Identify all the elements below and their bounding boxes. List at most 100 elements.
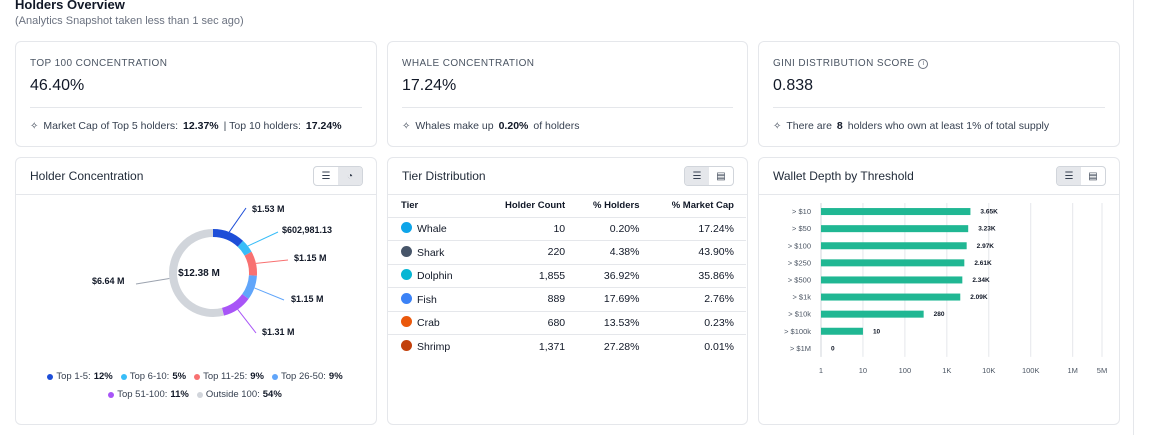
footnote-text: There are (786, 120, 832, 132)
gini-score-card: GINI DISTRIBUTION SCORE i 0.838 ✧ There … (758, 41, 1120, 147)
slice-value-label: $1.31 M (262, 327, 295, 337)
large-holder-count: 8 (836, 120, 843, 132)
donut-slice[interactable] (212, 229, 244, 247)
legend-value: 54% (262, 389, 282, 400)
y-tick-label: > $100 (788, 241, 811, 250)
top100-label: TOP 100 CONCENTRATION (30, 58, 168, 69)
legend-label: Top 26-50: (281, 371, 326, 382)
table-row: Whale 10 0.20% 17.24% (388, 216, 746, 241)
y-tick-label: > $50 (792, 224, 811, 233)
legend-item[interactable]: Top 1-5: 12% (47, 371, 113, 382)
crab-icon (401, 316, 412, 328)
shark-icon (401, 245, 412, 257)
footnote-text: Market Cap of Top 5 holders: (43, 120, 179, 132)
shrimp-icon (401, 340, 412, 351)
callout-line (255, 259, 289, 264)
donut-slice[interactable] (169, 229, 224, 317)
legend-item[interactable]: Top 51-100: 11% (108, 389, 189, 400)
tier-cell: Whale (388, 216, 486, 241)
y-tick-label: > $1M (790, 344, 811, 353)
tier-cell: Crab (388, 310, 486, 335)
callout-line (237, 309, 257, 334)
donut-slice[interactable] (237, 240, 252, 256)
tier-cell: Shrimp (388, 334, 486, 358)
list-view-icon[interactable]: ☰ (1057, 167, 1081, 185)
legend-item[interactable]: Outside 100: 54% (196, 389, 282, 400)
slice-value-label: $1.15 M (294, 253, 327, 263)
bar[interactable] (821, 225, 969, 233)
bar[interactable] (821, 208, 971, 216)
whale-icon (401, 222, 412, 234)
x-tick-label: 5M (1097, 366, 1107, 375)
legend-label: Top 51-100: (117, 389, 168, 400)
y-tick-label: > $100k (784, 327, 811, 336)
holder-count-cell: 1,855 (485, 263, 578, 288)
slice-value-label: $602,981.13 (282, 225, 332, 235)
legend-item[interactable]: Top 26-50: 9% (272, 371, 343, 382)
table-row: Fish 889 17.69% 2.76% (388, 287, 746, 311)
legend-value: 5% (172, 371, 187, 382)
column-header[interactable]: Tier (401, 200, 419, 212)
legend-label: Top 1-5: (56, 371, 91, 382)
pie-view-icon[interactable]: ◔ (338, 167, 362, 185)
list-view-icon[interactable]: ☰ (685, 167, 709, 185)
table-header-row: Tier Holder Count % Holders % Market Cap (388, 195, 746, 217)
legend-item[interactable]: Top 6-10: 5% (120, 371, 187, 382)
column-header[interactable]: % Market Cap (671, 200, 734, 212)
table-row: Dolphin 1,855 36.92% 35.86% (388, 263, 746, 288)
list-view-icon[interactable]: ☰ (321, 170, 331, 182)
bar[interactable] (821, 242, 967, 250)
footnote-text: | Top 10 holders: (223, 120, 301, 132)
info-icon[interactable]: i (918, 58, 929, 69)
legend-item[interactable]: Top 11-25: 9% (194, 371, 264, 382)
table-row: Shrimp 1,371 27.28% 0.01% (388, 334, 746, 358)
bar-view-icon[interactable]: ▤ (716, 170, 726, 182)
donut-slice[interactable] (244, 251, 257, 276)
callout-line (228, 207, 247, 233)
holder-count-cell: 889 (485, 287, 578, 311)
table-row: Shark 220 4.38% 43.90% (388, 240, 746, 264)
x-tick-label: 100 (899, 366, 912, 375)
tier-table: Tier Holder Count % Holders % Market Cap… (388, 195, 746, 358)
divider (773, 107, 1105, 108)
tier-cell: Fish (388, 287, 486, 311)
x-tick-label: 1K (942, 366, 951, 375)
sparkle-icon: ✧ (773, 120, 782, 132)
holders-percent-cell: 17.69% (577, 287, 652, 311)
bar[interactable] (821, 327, 863, 335)
chart-legend: Top 51-100: 11% Outside 100: 54% (16, 389, 374, 400)
slice-value-label: $1.53 M (252, 204, 285, 214)
x-tick-label: 1M (1067, 366, 1077, 375)
bar-view-icon[interactable]: ▤ (1088, 170, 1098, 182)
holder-count-cell: 1,371 (485, 334, 578, 358)
tier-name: Fish (417, 293, 437, 306)
bar[interactable] (821, 259, 965, 267)
slice-value-label: $6.64 M (92, 276, 125, 286)
legend-label: Top 6-10: (129, 371, 170, 382)
bar[interactable] (821, 293, 961, 301)
bar-value-label: 280 (934, 311, 945, 318)
column-header[interactable]: Holder Count (504, 200, 566, 212)
bar[interactable] (821, 276, 963, 284)
bar[interactable] (821, 310, 924, 318)
x-tick-label: 100K (1022, 366, 1040, 375)
divider (30, 107, 362, 108)
holder-count-cell: 680 (485, 310, 578, 335)
donut-slice[interactable] (242, 275, 257, 299)
legend-swatch (272, 373, 278, 380)
market-cap-percent-cell: 43.90% (651, 240, 746, 264)
wallet-depth-chart: 1 10 100 1K 10K 100K 1M 5M> $10 3.65K> $50 3.23K>… (784, 203, 1107, 375)
y-tick-label: > $250 (788, 258, 811, 267)
bar-value-label: 10 (873, 328, 881, 335)
donut-slice[interactable] (221, 293, 249, 316)
column-header[interactable]: % Holders (593, 200, 640, 212)
legend-value: 11% (170, 389, 189, 400)
holder-concentration-donut: $1.53 M $602,981.13 $1.15 M $1.15 M $1.31 M $… (92, 204, 332, 337)
gini-label-row: GINI DISTRIBUTION SCORE i (773, 58, 929, 69)
slice-value-label: $1.15 M (291, 294, 324, 304)
bar-value-label: 0 (831, 345, 835, 352)
x-tick-label: 10 (859, 366, 867, 375)
market-cap-percent-cell: 0.01% (651, 334, 746, 358)
top100-concentration-card: TOP 100 CONCENTRATION 46.40% ✧ Market Ca… (15, 41, 377, 147)
